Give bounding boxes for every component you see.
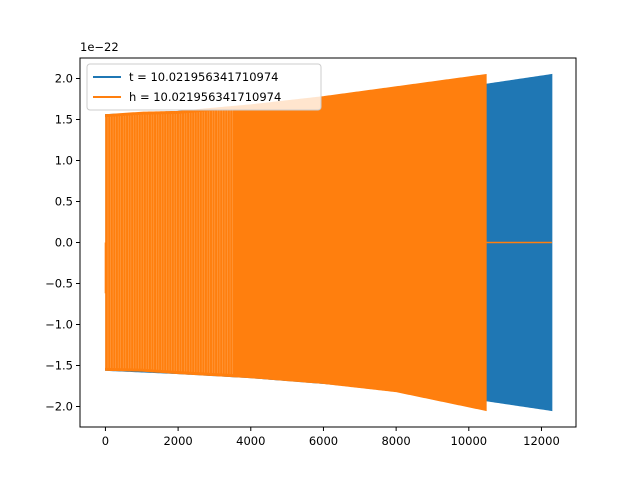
y-tick-label: 1.5: [55, 113, 73, 127]
y-tick-label: −2.0: [45, 400, 73, 414]
x-axis: 0 2000 4000 6000 8000 10000 12000: [102, 427, 560, 448]
legend-entry: t = 10.021956341710974: [129, 70, 279, 84]
x-tick-label: 6000: [309, 434, 338, 448]
series-2-envelope: [105, 73, 487, 412]
series-2: [104, 73, 552, 412]
y-tick-label: 0.0: [55, 236, 73, 250]
y-tick-label: 1.0: [55, 154, 73, 168]
x-tick-label: 0: [102, 434, 109, 448]
y-tick-label: 2.0: [55, 72, 73, 86]
legend: t = 10.021956341710974 h = 10.02195634171…: [86, 63, 322, 111]
y-tick-label: 0.5: [55, 195, 73, 209]
legend-entry: h = 10.021956341710974: [129, 90, 281, 104]
x-tick-label: 2000: [163, 434, 192, 448]
y-tick-label: −0.5: [45, 277, 73, 291]
y-offset-text: 1e−22: [80, 40, 119, 54]
plot-area: [104, 73, 553, 412]
y-axis: −2.0 −1.5 −1.0 −0.5 0.0 0.5 1.0 1.5 2.0: [45, 72, 80, 414]
series-2-texture: [105, 109, 233, 375]
x-tick-label: 12000: [523, 434, 560, 448]
y-tick-label: −1.5: [45, 359, 73, 373]
x-tick-label: 10000: [451, 434, 488, 448]
x-tick-label: 4000: [236, 434, 265, 448]
x-tick-label: 8000: [381, 434, 410, 448]
y-tick-label: −1.0: [45, 318, 73, 332]
legend-box: [86, 63, 322, 111]
